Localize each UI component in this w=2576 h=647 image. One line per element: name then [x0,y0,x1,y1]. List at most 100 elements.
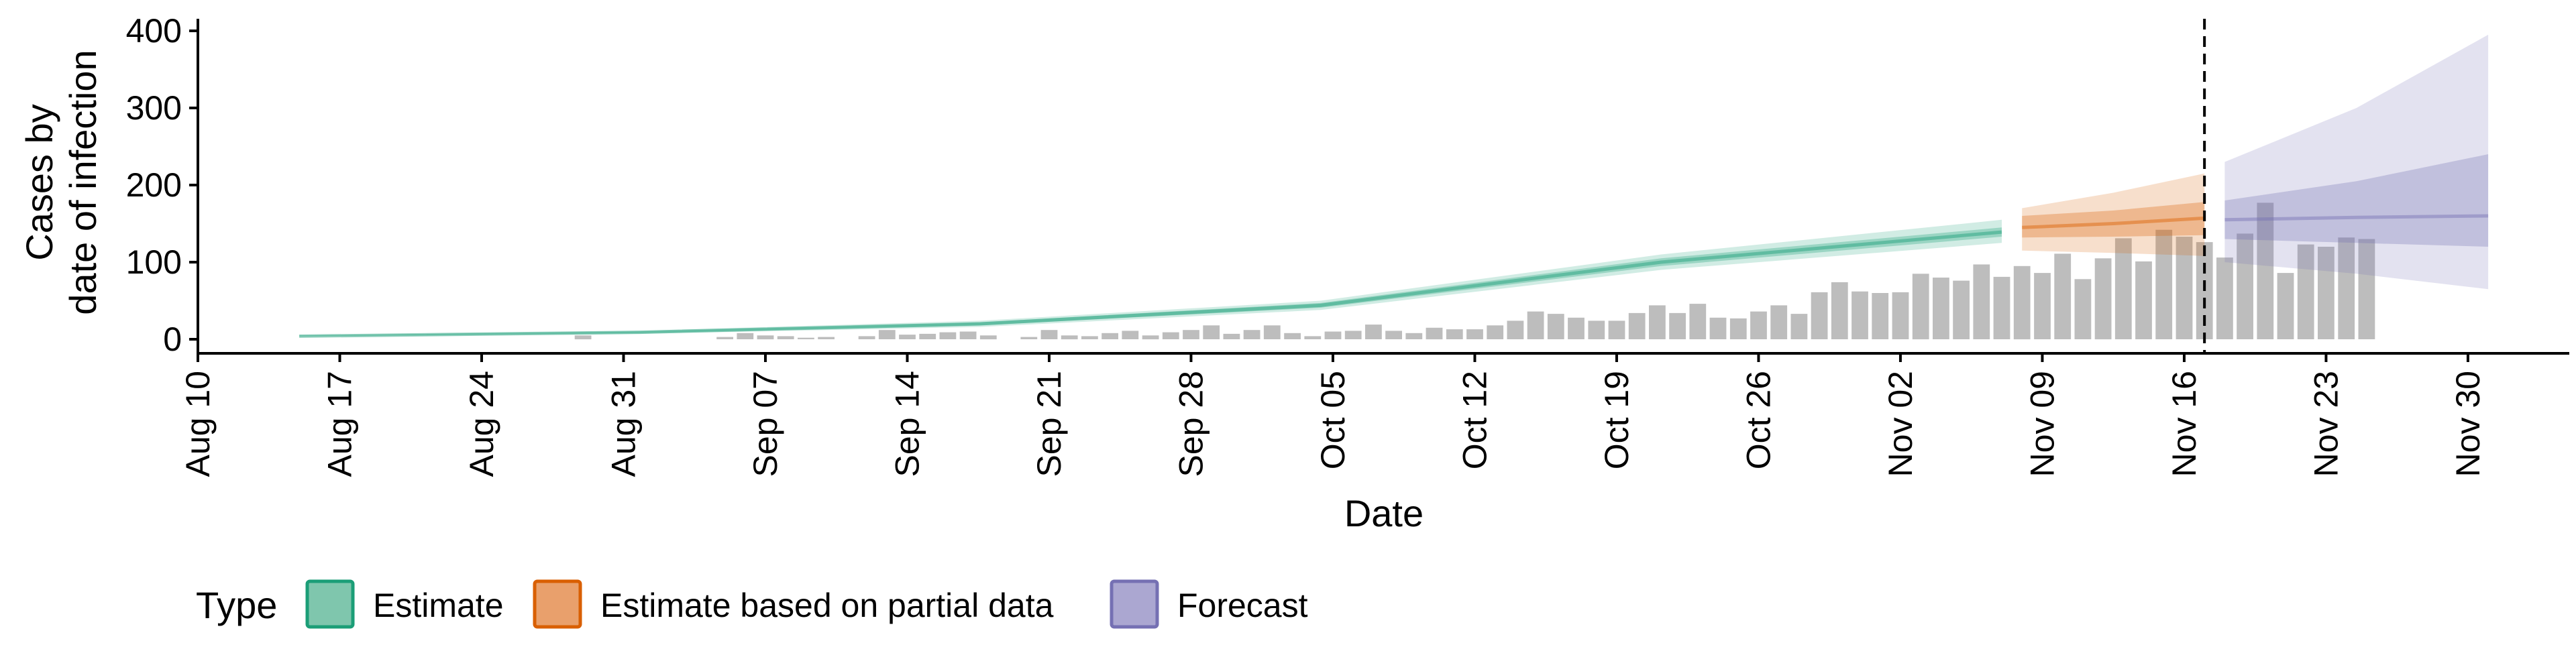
y-tick-label: 200 [126,166,182,204]
case-bar [716,337,733,339]
case-bar [959,331,977,339]
bars-layer [574,202,2375,340]
y-axis-title-line2: date of infection [62,50,104,314]
x-axis-title: Date [1344,492,1424,534]
x-tick-label: Nov 09 [2023,371,2061,477]
case-bar [2034,273,2051,339]
case-bar [1466,329,1483,339]
case-bar [798,337,814,339]
case-bar [1872,293,1889,339]
x-tick-label: Sep 07 [747,371,784,477]
case-bar [1405,333,1423,339]
case-bar [1527,311,1544,339]
case-bar [1933,278,1949,339]
case-bar [2135,261,2152,339]
case-bar [1102,333,1118,339]
case-bar [1912,274,1929,340]
case-bar [1385,331,1402,339]
y-tick-label: 100 [126,243,182,281]
case-bar [1993,276,2010,339]
case-bar [1811,292,1828,339]
case-bar [2216,257,2233,339]
estimate-based-on-partial-data-median-line [2022,216,2205,229]
case-bar [1507,320,1524,339]
estimate-based-on-partial-data-inner-band [2022,202,2205,238]
y-axis-title-line1: Cases by [18,104,60,260]
case-bar [858,336,875,339]
case-bar [1588,320,1605,339]
case-bar [919,333,936,339]
case-bar [2094,258,2112,340]
forecast-outer-band [2224,34,2489,290]
case-bar [1750,311,1767,339]
bands-layer [299,34,2489,338]
case-bar [1020,337,1038,339]
case-bar [1284,333,1301,339]
case-bar [939,332,957,339]
case-bar [1122,331,1139,339]
case-bar [1344,331,1362,339]
case-bar [1487,325,1504,339]
case-bar [2155,229,2173,339]
case-bar [2237,233,2253,339]
legend-key-partial [533,579,582,629]
case-bar [1689,304,1707,339]
case-bar [1649,305,1666,339]
case-bar [1365,325,1382,339]
x-tick-label: Oct 19 [1598,371,1635,469]
case-bar [2277,273,2294,339]
case-bar [878,330,896,339]
case-bar [1568,317,1585,339]
x-tick-label: Aug 31 [605,371,643,477]
case-bar [737,333,754,339]
case-bar [2054,253,2072,339]
legend-title: Type [196,584,277,626]
legend-label-estimate: Estimate [373,587,504,624]
estimate-inner-band [299,227,2002,337]
x-tick-label: Sep 21 [1030,371,1068,477]
case-bar [1770,305,1788,339]
case-bar [2074,279,2092,339]
case-bar [2338,237,2355,339]
case-bar [1729,318,1747,339]
legend-key-forecast [1110,579,1159,629]
case-bar [1142,335,1159,340]
x-tick-label: Oct 26 [1740,371,1778,469]
case-bar [1892,292,1909,339]
x-tick-label: Oct 05 [1314,371,1352,469]
case-bar [1973,264,1990,339]
legend-label-forecast: Forecast [1177,587,1308,624]
case-bar [2318,247,2334,339]
case-bar [1547,314,1564,339]
case-bar [2013,266,2031,340]
forecast-inner-band [2224,154,2489,247]
case-bar [1162,332,1179,339]
x-tick-label: Aug 10 [179,371,217,477]
y-ticks: 0 100 200 300 400 [126,12,198,358]
legend: Type Estimate Estimate based on partial … [196,579,1308,629]
case-bar [1628,312,1646,339]
x-tick-label: Aug 17 [321,371,359,477]
x-tick-label: Nov 30 [2449,371,2487,477]
x-tick-label: Aug 24 [463,371,500,477]
case-bar [1446,329,1463,339]
forecast-median-line [2224,214,2489,222]
case-bar [1061,335,1078,340]
case-bar [2257,202,2274,339]
case-bar [2114,238,2132,339]
y-tick-label: 300 [126,89,182,127]
case-bar [1040,330,1058,339]
x-tick-label: Oct 12 [1456,371,1494,469]
case-bar [1831,282,1848,339]
case-bar [1243,330,1260,339]
case-bar [1183,330,1199,339]
case-bar [979,335,997,340]
estimate-median-line [299,230,2002,338]
case-bar [1953,280,1970,339]
x-tick-label: Sep 28 [1173,371,1210,477]
case-bar [1608,320,1625,339]
case-bar [2297,244,2314,339]
estimate-based-on-partial-data-outer-band [2022,173,2205,256]
x-tick-label: Nov 16 [2165,371,2203,477]
case-bar [777,336,794,339]
